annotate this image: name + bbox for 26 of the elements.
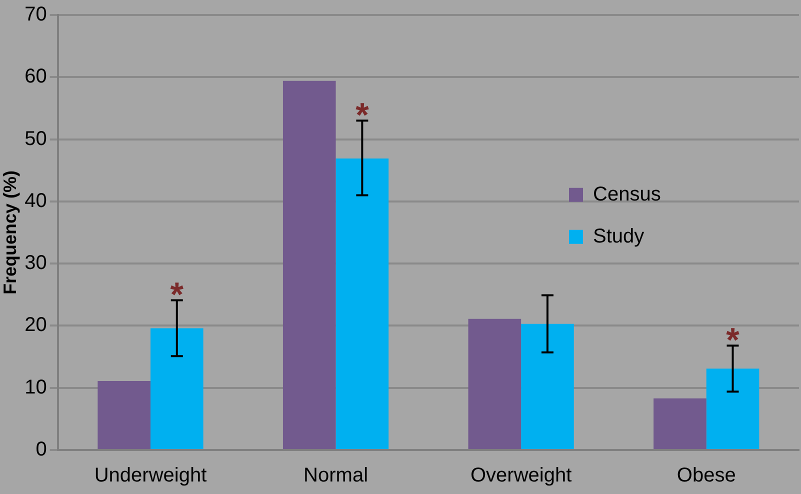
x-tick-label: Normal (304, 464, 368, 487)
bar (468, 318, 522, 449)
annotation: * (170, 276, 184, 314)
y-tick-label: 60 (24, 66, 47, 88)
bar (654, 398, 706, 449)
y-tick-label: 20 (24, 314, 47, 336)
bar (521, 324, 574, 449)
y-tick-label: 70 (24, 4, 47, 26)
x-tick-label: Obese (676, 464, 736, 487)
y-axis-title: Frequency (%) (0, 170, 20, 295)
y-tick-label: 0 (36, 438, 47, 461)
y-tick-label: 30 (24, 252, 47, 274)
bar (150, 328, 204, 449)
legend-label: Study (593, 225, 644, 248)
annotation: * (726, 322, 740, 360)
y-tick-label: 10 (24, 376, 47, 398)
y-tick-label: 50 (24, 128, 47, 150)
bar (282, 80, 336, 449)
annotation: * (356, 96, 370, 135)
bar (706, 368, 760, 449)
bar (98, 381, 150, 449)
bar (336, 158, 389, 449)
x-tick-label: Underweight (94, 464, 208, 487)
x-tick-label: Overweight (470, 464, 572, 487)
legend-label: Census (593, 183, 661, 206)
y-tick-label: 40 (24, 190, 47, 212)
